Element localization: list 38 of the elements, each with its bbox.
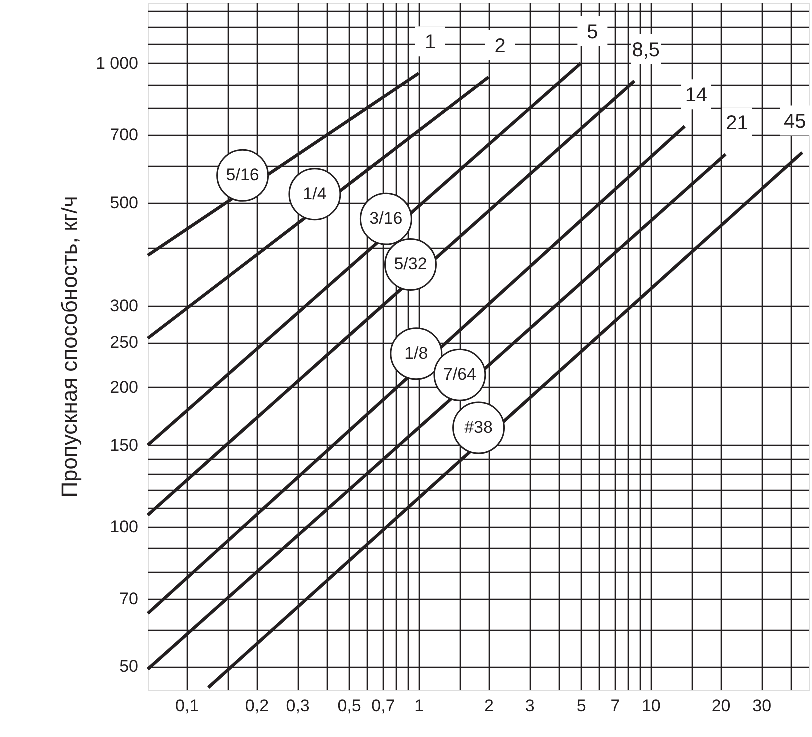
series-label: 5/32 [394,254,428,274]
annotation: 5 [587,22,598,44]
annotation: 8,5 [632,39,660,62]
y-tick-label: 100 [110,517,138,536]
y-tick-label: 300 [110,296,138,316]
x-tick-label: 1 [414,696,424,716]
y-tick-label: 70 [120,589,138,608]
annotation: 14 [685,84,708,107]
x-tick-label: 3 [525,696,535,716]
y-tick-label: 150 [110,436,138,455]
x-tick-label: 30 [752,696,772,716]
series-label: 3/16 [370,209,403,228]
y-tick-label: 250 [110,333,138,352]
x-tick-label: 0,2 [245,696,270,716]
x-tick-label: 5 [576,696,586,716]
annotation: 21 [726,112,748,135]
x-tick-label: 20 [712,696,731,716]
series-label: 7/64 [443,365,476,384]
series-label: 1/4 [303,184,327,204]
y-tick-label: 500 [110,193,138,212]
x-tick-label: 0,7 [372,696,396,716]
x-tick-label: 10 [642,696,661,716]
annotation: 1 [424,32,436,54]
x-tick-label: 0,5 [338,696,362,716]
y-tick-label: 700 [110,126,138,145]
y-tick-label: 50 [120,657,138,676]
x-tick-label: 0,1 [176,696,200,716]
y-axis-title: Пропускная способность, кг/ч [56,196,82,498]
series-label: 1/8 [404,344,428,363]
x-tick-label: 2 [484,696,494,716]
annotation: 2 [494,36,506,58]
y-tick-label: 200 [110,378,138,397]
series-label: #38 [464,418,493,438]
y-tick-label: 1 000 [96,54,138,73]
series-label: 5/16 [226,166,260,185]
annotation: 45 [784,110,806,133]
x-tick-label: 0,3 [286,696,310,716]
x-tick-label: 7 [610,696,620,716]
